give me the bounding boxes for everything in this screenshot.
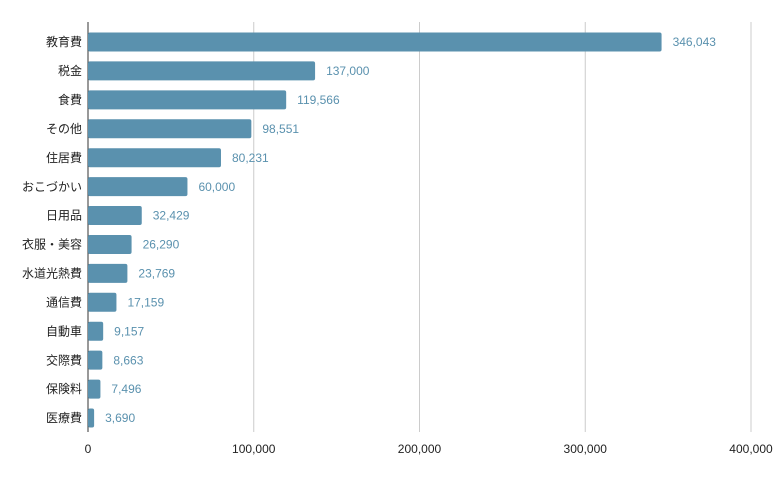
value-label: 23,769 [138, 267, 175, 281]
bar [88, 177, 188, 197]
value-label: 8,663 [113, 353, 143, 367]
y-tick-label: 住居費 [46, 150, 82, 165]
value-label: 7,496 [111, 382, 141, 396]
bar [88, 263, 128, 283]
x-tick-label: 200,000 [398, 442, 442, 456]
y-tick-label: 税金 [58, 63, 82, 78]
bar [88, 408, 95, 428]
value-label: 80,231 [232, 151, 269, 165]
value-label: 137,000 [326, 64, 370, 78]
bar [88, 234, 132, 254]
value-label: 119,566 [297, 93, 340, 107]
bar [88, 119, 252, 139]
y-tick-label: その他 [46, 122, 82, 136]
bar [88, 379, 101, 399]
x-tick-label: 300,000 [564, 442, 608, 456]
value-label: 98,551 [262, 122, 299, 136]
y-tick-label: 医療費 [46, 410, 82, 425]
y-tick-label: 教育費 [46, 34, 82, 49]
bar [88, 206, 142, 226]
y-tick-label: 衣服・美容 [22, 237, 82, 252]
value-label: 32,429 [153, 209, 190, 223]
value-label: 9,157 [114, 324, 144, 338]
bar [88, 350, 103, 370]
x-tick-label: 0 [85, 442, 92, 456]
value-label: 3,690 [105, 411, 135, 425]
y-tick-label: 交際費 [46, 352, 82, 367]
y-tick-label: おこづかい [22, 180, 82, 194]
y-tick-label: 保険料 [46, 382, 82, 396]
bar [88, 32, 662, 52]
y-tick-label: 水道光熱費 [22, 266, 82, 281]
bar [88, 321, 104, 341]
bar [88, 292, 117, 312]
value-label: 26,290 [143, 238, 180, 252]
value-label: 60,000 [198, 180, 235, 194]
y-tick-label: 食費 [58, 92, 82, 107]
y-tick-label: 自動車 [46, 324, 82, 338]
bar [88, 148, 221, 168]
bar [88, 61, 316, 81]
value-label: 346,043 [673, 35, 717, 49]
bar [88, 90, 287, 110]
x-tick-label: 100,000 [232, 442, 276, 456]
x-tick-label: 400,000 [729, 442, 773, 456]
y-tick-label: 通信費 [46, 294, 82, 309]
y-tick-label: 日用品 [46, 209, 82, 223]
value-label: 17,159 [127, 295, 164, 309]
